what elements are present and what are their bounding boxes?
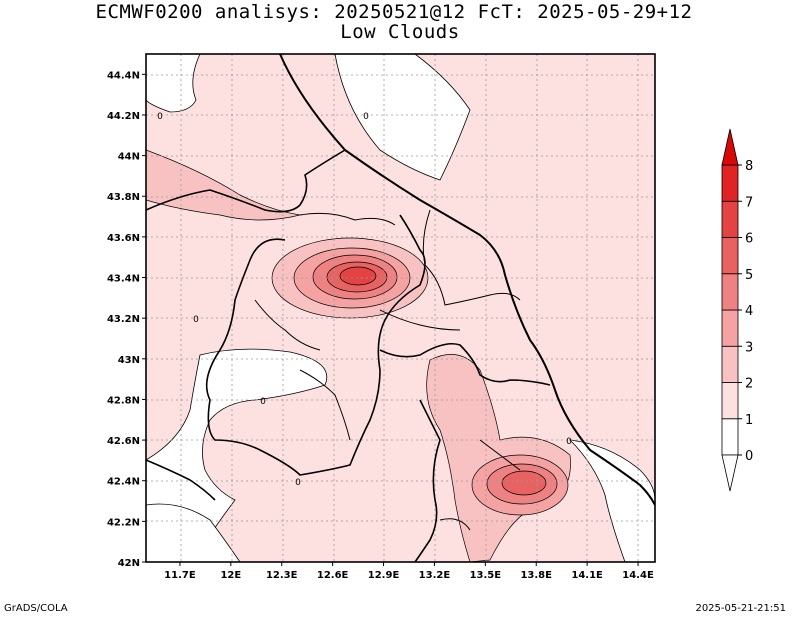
lat-tick-label: 43N bbox=[118, 355, 140, 366]
coastline bbox=[279, 54, 655, 506]
lon-tick-label: 13.2E bbox=[419, 570, 451, 581]
contour-label: 0 bbox=[566, 437, 572, 447]
colorbar-segment bbox=[721, 345, 739, 383]
cloud-band-northwest bbox=[146, 149, 301, 221]
colorbar-label: 7 bbox=[745, 195, 753, 210]
colorbar-segment bbox=[721, 237, 739, 275]
province-borders bbox=[254, 209, 521, 531]
lat-tick-label: 44N bbox=[118, 152, 140, 163]
lat-tick-label: 42.4N bbox=[107, 477, 140, 488]
contour-labels: 0 0 0 0 0 0 bbox=[157, 112, 572, 488]
clear-area-southwest bbox=[146, 503, 241, 562]
lat-tick-label: 42.8N bbox=[107, 395, 140, 406]
colorbar-segment bbox=[721, 309, 739, 347]
lat-tick-label: 43.8N bbox=[107, 192, 140, 203]
contour-label: 0 bbox=[260, 397, 266, 407]
contour-label: 0 bbox=[363, 112, 369, 122]
cloud-maximum-2 bbox=[426, 354, 571, 562]
footer-right: 2025-05-21-21:51 bbox=[695, 603, 786, 614]
colorbar-label: 6 bbox=[745, 232, 753, 247]
lon-tick-label: 11.7E bbox=[164, 570, 196, 581]
contour-label: 0 bbox=[295, 478, 301, 488]
title-line-1: ECMWF0200 analisys: 20250521@12 FcT: 202… bbox=[95, 1, 693, 23]
lon-tick-label: 13.5E bbox=[470, 570, 502, 581]
lon-tick-label: 12.9E bbox=[368, 570, 400, 581]
clear-area-southeast bbox=[568, 439, 655, 562]
lat-tick-label: 42.6N bbox=[107, 436, 140, 447]
clear-area-northwest bbox=[146, 54, 201, 113]
colorbar-segment bbox=[721, 200, 739, 238]
lat-tick-label: 44.4N bbox=[107, 70, 140, 81]
lat-tick-label: 42.2N bbox=[107, 517, 140, 528]
lon-tick-label: 14.1E bbox=[571, 570, 603, 581]
colorbar-label: 0 bbox=[745, 449, 753, 464]
colorbar-segment bbox=[721, 418, 739, 456]
lat-tick-label: 43.4N bbox=[107, 274, 140, 285]
lon-tick-label: 12.6E bbox=[317, 570, 349, 581]
colorbar-label: 2 bbox=[745, 377, 753, 392]
title-line-2: Low Clouds bbox=[340, 21, 460, 43]
map-field: 0 0 0 0 0 0 bbox=[146, 54, 655, 562]
lat-tick-label: 43.2N bbox=[107, 314, 140, 325]
colorbar-arrow-bottom bbox=[721, 454, 739, 492]
colorbar-segment bbox=[721, 164, 739, 202]
colorbar-segment bbox=[721, 273, 739, 311]
region-borders bbox=[146, 149, 551, 562]
colorbar-segment bbox=[721, 382, 739, 420]
colorbar-label: 8 bbox=[745, 159, 753, 174]
lat-tick-label: 44.2N bbox=[107, 111, 140, 122]
colorbar-label: 5 bbox=[745, 268, 753, 283]
colorbar: 0 1 2 3 4 5 6 7 8 bbox=[721, 128, 753, 492]
lat-tick-label: 42N bbox=[118, 558, 140, 569]
colorbar-label: 4 bbox=[745, 304, 753, 319]
colorbar-label: 1 bbox=[745, 413, 753, 428]
lat-tick-label: 43.6N bbox=[107, 233, 140, 244]
lon-tick-label: 13.8E bbox=[520, 570, 552, 581]
lon-tick-label: 12E bbox=[220, 570, 241, 581]
colorbar-label: 3 bbox=[745, 340, 753, 355]
colorbar-arrow-top bbox=[721, 128, 739, 166]
footer-left: GrADS/COLA bbox=[4, 603, 68, 614]
cloud-maximum-1 bbox=[271, 237, 429, 319]
map-frame bbox=[145, 53, 656, 563]
contour-label: 0 bbox=[157, 112, 163, 122]
lon-tick-label: 12.3E bbox=[266, 570, 298, 581]
contour-label: 0 bbox=[193, 315, 199, 325]
latitude-axis: 44.4N 44.2N 44N 43.8N 43.6N 43.4N 43.2N 43N 42.8… bbox=[107, 70, 146, 569]
longitude-axis: 11.7E 12E 12.3E 12.6E 12.9E 13.2E 13.5E 13.8E 14… bbox=[164, 562, 654, 581]
clear-area-north bbox=[334, 54, 471, 181]
lon-tick-label: 14.4E bbox=[622, 570, 654, 581]
